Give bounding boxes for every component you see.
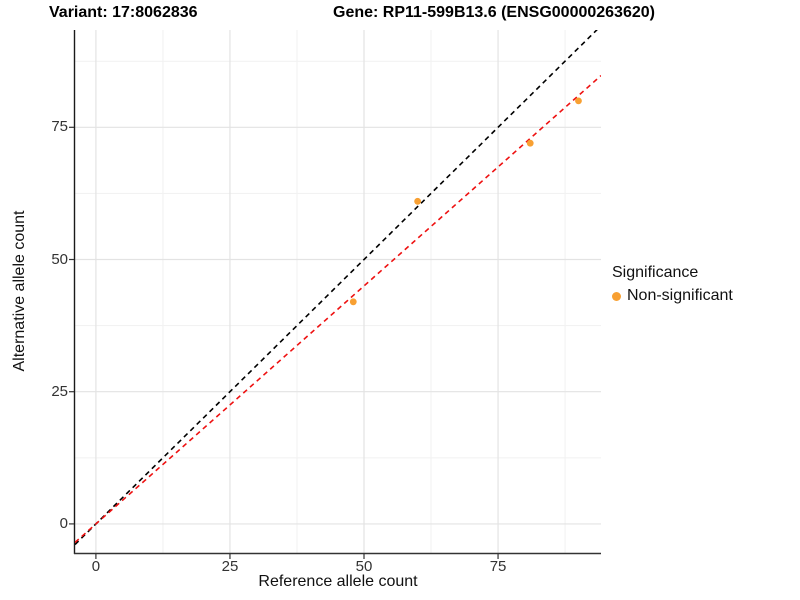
identity-line — [75, 30, 598, 546]
legend-title: Significance — [612, 264, 699, 281]
data-point — [414, 197, 422, 205]
data-point — [526, 139, 534, 147]
x-tick-label: 75 — [489, 558, 507, 575]
data-point — [349, 298, 357, 306]
fit-line — [75, 74, 601, 544]
y-axis-title: Alternative allele count — [11, 210, 28, 372]
x-tick-label: 25 — [221, 558, 239, 575]
y-tick-label: 75 — [51, 118, 68, 136]
data-point — [575, 97, 582, 105]
x-tick-label: 50 — [355, 558, 373, 575]
y-tick-label: 25 — [51, 382, 68, 400]
y-tick-label: 0 — [59, 514, 68, 532]
variant-title: Variant: 17:8062836 — [49, 4, 198, 21]
legend: Significance Non-significant — [612, 263, 733, 306]
y-tick-label: 50 — [51, 250, 68, 268]
legend-item-label: Non-significant — [627, 287, 733, 304]
x-axis-title: Reference allele count — [258, 573, 418, 590]
x-tick-label: 0 — [91, 558, 101, 575]
legend-point-icon — [612, 291, 621, 301]
legend-item-non-significant: Non-significant — [612, 286, 733, 306]
gene-title: Gene: RP11-599B13.6 (ENSG00000263620) — [333, 4, 655, 21]
